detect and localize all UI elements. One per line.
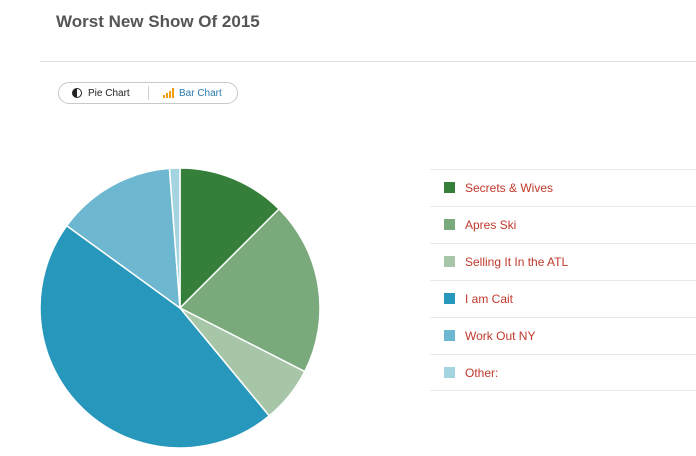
legend-swatch: [444, 330, 455, 341]
bar-chart-label: Bar Chart: [179, 87, 222, 99]
divider: [40, 61, 696, 62]
chart-type-toggle: Pie Chart Bar Chart: [58, 82, 238, 104]
legend-label: Secrets & Wives: [465, 181, 554, 195]
toggle-separator: [148, 86, 149, 100]
legend-label: Work Out NY: [465, 329, 536, 343]
legend-item[interactable]: Apres Ski: [430, 206, 696, 243]
legend-swatch: [444, 182, 455, 193]
bar-chart-icon: [163, 88, 174, 98]
legend-item[interactable]: Selling It In the ATL: [430, 243, 696, 280]
page-title: Worst New Show Of 2015: [56, 12, 260, 31]
legend-swatch: [444, 293, 455, 304]
legend-swatch: [444, 256, 455, 267]
pie-slice-1[interactable]: [179, 167, 281, 310]
legend-item[interactable]: Secrets & Wives: [430, 169, 696, 206]
pie-chart: [39, 167, 321, 449]
legend-item[interactable]: Other:: [430, 354, 696, 391]
pie-slice-2[interactable]: [178, 207, 321, 373]
pie-slice-6[interactable]: [168, 167, 181, 309]
legend-label: I am Cait: [465, 292, 514, 306]
legend-swatch: [444, 367, 455, 378]
legend-swatch: [444, 219, 455, 230]
legend-label: Apres Ski: [465, 218, 517, 232]
pie-chart-button[interactable]: Pie Chart: [72, 83, 130, 103]
legend-item[interactable]: I am Cait: [430, 280, 696, 317]
legend-label: Selling It In the ATL: [465, 255, 569, 269]
pie-chart-label: Pie Chart: [88, 87, 130, 99]
legend-label: Other:: [465, 366, 499, 380]
pie-slice-5[interactable]: [65, 167, 181, 310]
pie-chart-icon: [72, 88, 82, 98]
bar-chart-button[interactable]: Bar Chart: [163, 83, 222, 103]
chart-legend: Secrets & Wives Apres Ski Selling It In th…: [430, 169, 696, 391]
pie-slice-4[interactable]: [39, 224, 271, 449]
legend-item[interactable]: Work Out NY: [430, 317, 696, 354]
